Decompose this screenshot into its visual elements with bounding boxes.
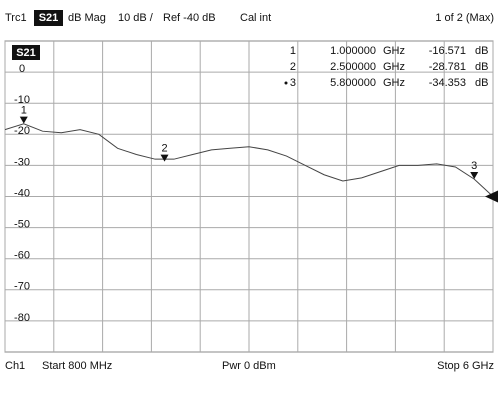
- format: dB Mag: [68, 12, 106, 24]
- marker-row-freq-unit: GHz: [383, 77, 405, 89]
- marker-row-name: 3: [290, 77, 296, 89]
- marker-row-name: 1: [290, 45, 296, 57]
- marker-row-value: -28.781: [429, 61, 466, 73]
- channel: Ch1: [5, 360, 25, 372]
- trace-label: S21: [16, 47, 36, 59]
- y-tick-label: -50: [14, 219, 30, 231]
- active-marker-dot: [284, 81, 288, 85]
- marker-row-freq: 2.500000: [330, 61, 376, 73]
- marker-row-freq-unit: GHz: [383, 45, 405, 57]
- marker-triangle: [160, 154, 169, 162]
- power: Pwr 0 dBm: [222, 360, 276, 372]
- cal: Cal int: [240, 12, 271, 24]
- marker-label: 2: [161, 143, 167, 155]
- y-tick-label: -60: [14, 250, 30, 262]
- trace-label-box: [12, 45, 40, 60]
- y-tick-label: -10: [14, 94, 30, 106]
- marker-label: 3: [471, 160, 477, 172]
- marker-row-value-unit: dB: [475, 61, 488, 73]
- ref-level-marker: [485, 190, 498, 203]
- ref: Ref -40 dB: [163, 12, 216, 24]
- y-tick-label: -40: [14, 187, 30, 199]
- marker-triangle: [470, 171, 479, 179]
- stop: Stop 6 GHz: [437, 360, 494, 372]
- marker-row-value-unit: dB: [475, 77, 488, 89]
- param-box: [34, 10, 63, 26]
- y-tick-label: -70: [14, 281, 30, 293]
- y-tick-label: 0: [19, 63, 25, 75]
- start: Start 800 MHz: [42, 360, 112, 372]
- marker-row-value: -34.353: [429, 77, 466, 89]
- marker-row-value: -16.571: [429, 45, 466, 57]
- y-tick-label: -80: [14, 312, 30, 324]
- marker-label: 1: [21, 105, 27, 117]
- marker-row-value-unit: dB: [475, 45, 488, 57]
- scale: 10 dB /: [118, 12, 154, 24]
- y-tick-label: -20: [14, 125, 30, 137]
- marker-row-name: 2: [290, 61, 296, 73]
- page-indicator: 1 of 2 (Max): [435, 12, 494, 24]
- marker-triangle: [19, 116, 28, 124]
- trace-id: Trc1: [5, 12, 27, 24]
- marker-row-freq: 1.000000: [330, 45, 376, 57]
- marker-row-freq: 5.800000: [330, 77, 376, 89]
- y-tick-label: -30: [14, 156, 30, 168]
- param: S21: [39, 12, 59, 24]
- marker-row-freq-unit: GHz: [383, 61, 405, 73]
- trace: [4, 123, 494, 197]
